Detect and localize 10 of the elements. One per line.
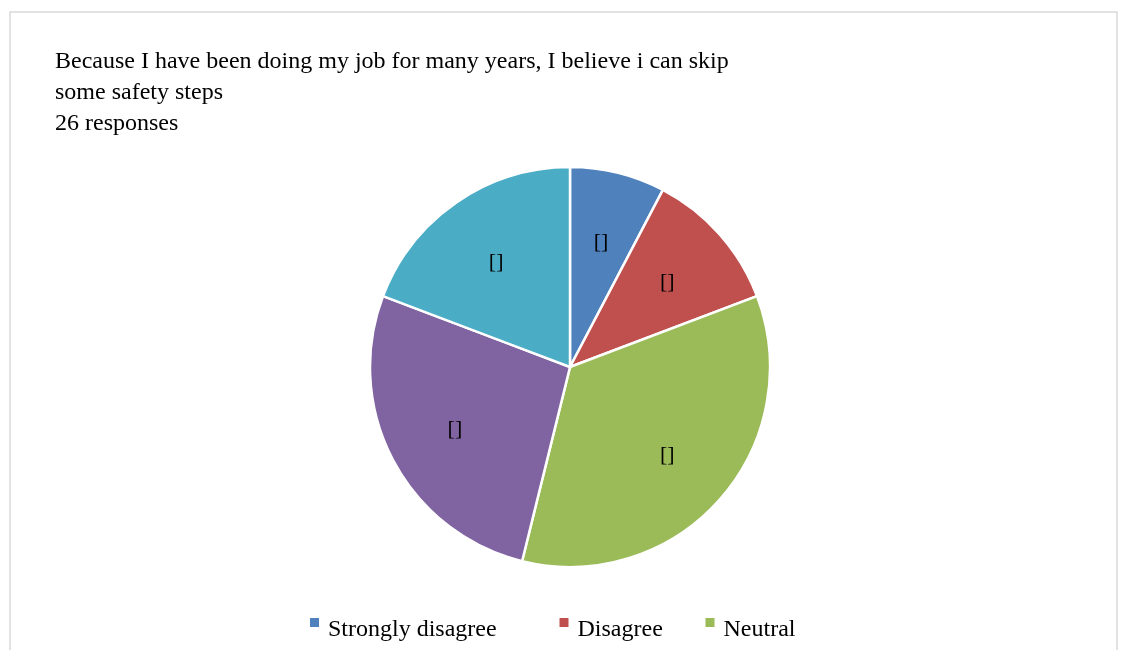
legend-label: Strongly disagree: [328, 615, 497, 641]
data-label: []: [447, 414, 463, 440]
legend-label: Disagree: [577, 615, 663, 641]
legend-label: Neutral: [723, 615, 796, 641]
data-label: []: [659, 268, 675, 294]
data-label: []: [593, 228, 609, 254]
data-label: []: [488, 247, 504, 273]
chart-title: Because I have been doing my job for many years, I believe i can skip some safety steps: [55, 47, 729, 104]
text: 26 responses: [55, 109, 179, 135]
data-label: []: [659, 440, 675, 466]
